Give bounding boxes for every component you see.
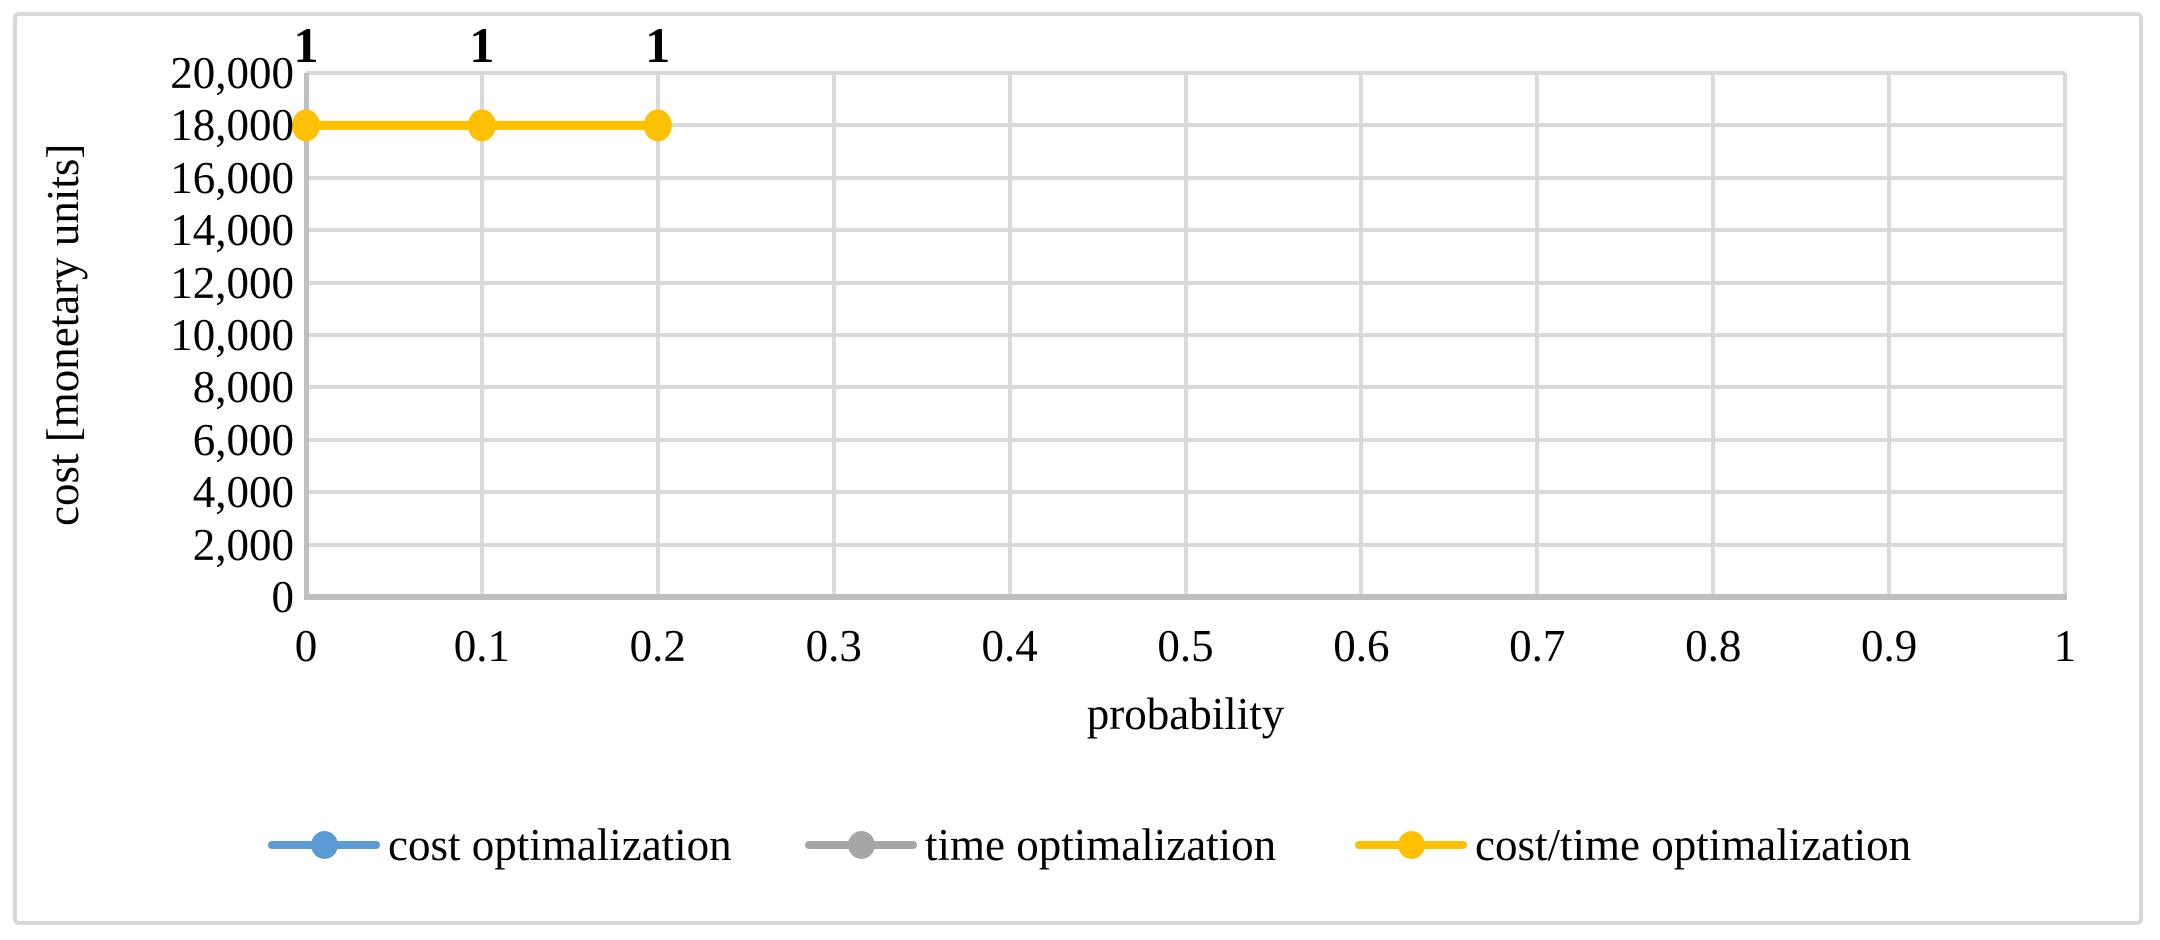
x-axis-title: probability [1086,689,1285,739]
legend-item: time optimalization [805,816,1276,874]
data-point-label: 1 [469,17,495,73]
x-tick-label: 0.4 [981,621,1038,671]
y-tick-label: 10,000 [170,310,294,360]
gridline-vertical [479,73,484,597]
gridline-vertical [2063,73,2067,597]
y-tick-label: 2,000 [192,519,294,570]
legend-marker-icon [805,830,917,860]
chart-legend: cost optimalization time optimalization co… [0,816,2160,874]
x-tick-label: 0.2 [629,621,686,671]
x-tick-label: 0.1 [453,621,511,671]
x-axis-line [304,594,2067,600]
gridline-vertical [1711,73,1716,597]
series-layer [292,109,672,142]
gridline-vertical [831,73,836,597]
gridline-vertical [1183,73,1188,597]
data-point-label: 1 [645,17,671,73]
y-tick-label: 8,000 [192,362,294,413]
plot-area [292,71,2067,600]
gridline-vertical [655,73,660,597]
gridline-vertical [1007,73,1012,597]
y-axis-line [304,73,309,597]
legend-label: cost optimalization [388,820,732,870]
chart-frame [13,12,2143,925]
legend-label: cost/time optimalization [1475,820,1912,870]
x-tick-label: 0 [294,621,318,671]
x-tick-label: 0.7 [1509,621,1566,671]
y-tick-label: 20,000 [170,48,294,98]
y-tick-label: 14,000 [170,205,294,256]
y-tick-label: 16,000 [170,152,294,203]
legend-item: cost/time optimalization [1355,816,1911,874]
x-tick-label: 0.5 [1157,621,1214,671]
y-tick-label: 0 [271,572,295,622]
legend-marker-icon [1355,830,1467,860]
x-tick-label: 0.9 [1860,621,1918,671]
data-point-label: 1 [293,17,319,73]
legend-item: cost optimalization [268,816,732,874]
y-tick-label: 6,000 [192,414,294,465]
series-marker [292,109,320,142]
legend-label: time optimalization [925,820,1277,870]
series-marker [643,109,672,142]
y-tick-label: 4,000 [192,467,294,518]
y-tick-label: 12,000 [170,257,294,308]
x-tick-label: 0.3 [805,621,862,671]
x-tick-label: 1 [2053,621,2077,671]
gridline-vertical [1535,73,1540,597]
y-tick-label: 18,000 [170,100,294,151]
x-tick-label: 0.8 [1685,621,1742,671]
gridline-vertical [1887,73,1892,597]
legend-marker-icon [268,830,380,860]
x-tick-label: 0.6 [1333,621,1390,671]
gridline-vertical [1359,73,1364,597]
series-marker [467,109,496,142]
